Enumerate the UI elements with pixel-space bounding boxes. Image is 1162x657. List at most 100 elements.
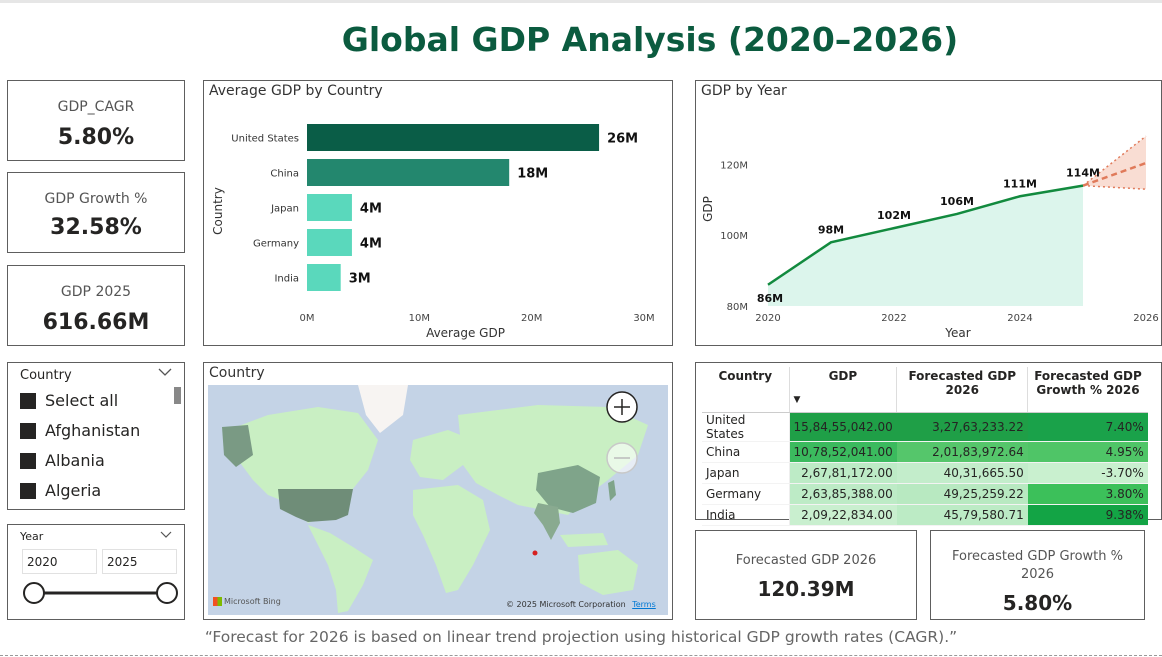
map-title: Country xyxy=(209,365,265,381)
category-label: India xyxy=(274,274,299,285)
gdp-table-card[interactable]: Country GDP ▼ Forecasted GDP 2026 Forecas… xyxy=(695,362,1162,526)
x-tick-label: 0M xyxy=(300,313,315,324)
table-cell-country: India xyxy=(702,504,790,526)
table-cell-growth: -3.70% xyxy=(1027,462,1148,484)
forecast-lower-line xyxy=(1082,184,1147,190)
kpi-card-forecast-growth[interactable]: Forecasted GDP Growth % 2026 5.80% xyxy=(930,530,1145,620)
slicer-option-label: Select all xyxy=(45,391,119,410)
table-cell-forecast: 49,25,259.22 xyxy=(896,483,1028,505)
category-label: Germany xyxy=(253,239,299,250)
checkbox[interactable] xyxy=(20,482,36,499)
chevron-down-icon[interactable] xyxy=(158,366,172,380)
checkbox[interactable] xyxy=(20,452,36,469)
table-cell-gdp: 2,09,22,834.00 xyxy=(789,504,897,526)
table-cell-gdp: 15,84,55,042.00 xyxy=(789,412,897,442)
category-label: Japan xyxy=(270,204,299,215)
table-row[interactable]: India 2,09,22,834.00 45,79,580.71 9.38% xyxy=(702,504,1148,526)
table-cell-forecast: 2,01,83,972.64 xyxy=(896,441,1028,463)
y-axis-label: GDP xyxy=(701,196,715,222)
map-land-africa xyxy=(413,485,490,593)
windows-logo-icon xyxy=(213,597,222,606)
table-cell-gdp: 2,63,85,388.00 xyxy=(789,483,897,505)
data-label: 26M xyxy=(607,132,638,147)
slicer-option-label: Albania xyxy=(45,451,105,470)
kpi-label: GDP_CAGR xyxy=(57,99,135,115)
kpi-label: GDP 2025 xyxy=(60,284,132,300)
table-cell-country: United States xyxy=(702,411,790,442)
map-country-india xyxy=(534,503,560,540)
kpi-label: Forecasted GDP Growth % 2026 xyxy=(952,549,1123,582)
map-land-asia xyxy=(458,405,648,515)
gdp-table: Country GDP ▼ Forecasted GDP 2026 Forecas… xyxy=(702,367,1148,526)
table-cell-growth: 3.80% xyxy=(1027,483,1148,505)
table-cell-gdp: 10,78,52,041.00 xyxy=(789,441,897,463)
column-header-growth[interactable]: Forecasted GDP Growth % 2026 xyxy=(1027,367,1148,413)
slicer-option[interactable]: Afghanistan xyxy=(20,421,140,440)
bar-chart: United States 26M China 18M Japan 4M Germany 4M… xyxy=(211,124,655,340)
column-header-forecast[interactable]: Forecasted GDP 2026 xyxy=(896,367,1029,413)
data-label: 3M xyxy=(349,272,371,287)
kpi-card-cagr[interactable]: GDP_CAGR 5.80% xyxy=(7,80,185,161)
year-from-input[interactable]: 2020 xyxy=(22,549,97,574)
bar xyxy=(307,229,352,256)
table-cell-growth: 7.40% xyxy=(1027,412,1148,442)
map-attribution: © 2025 Microsoft Corporation Terms xyxy=(506,600,656,609)
table-cell-forecast: 45,79,580.71 xyxy=(896,504,1028,526)
column-header-country[interactable]: Country xyxy=(702,367,790,413)
scrollbar[interactable] xyxy=(174,387,181,404)
forecast-band xyxy=(1083,136,1146,190)
kpi-value: 32.58% xyxy=(50,215,142,240)
forecast-caption: “Forecast for 2026 is based on linear tr… xyxy=(204,628,958,646)
kpi-card-gdp-2025[interactable]: GDP 2025 616.66M xyxy=(7,265,185,346)
map-land-alaska xyxy=(222,425,253,467)
slicer-option[interactable]: Albania xyxy=(20,451,105,470)
kpi-value: 120.39M xyxy=(757,577,855,601)
data-label: 4M xyxy=(360,202,382,217)
y-tick-label: 100M xyxy=(720,231,748,242)
bar-chart-card[interactable]: Average GDP by Country United States 26M C… xyxy=(203,80,673,346)
checkbox[interactable] xyxy=(20,392,36,409)
data-label: 102M xyxy=(877,209,911,222)
year-slicer[interactable]: Year 2020 2025 xyxy=(7,524,185,620)
x-tick-label: 2020 xyxy=(755,313,780,324)
checkbox[interactable] xyxy=(20,422,36,439)
kpi-label: Forecasted GDP 2026 xyxy=(735,553,877,568)
slider-handle-start xyxy=(23,582,45,604)
kpi-card-growth[interactable]: GDP Growth % 32.58% xyxy=(7,172,185,253)
world-map[interactable] xyxy=(208,385,668,615)
map-land-australia xyxy=(578,550,638,595)
year-to-input[interactable]: 2025 xyxy=(102,549,177,574)
table-cell-country: Japan xyxy=(702,462,790,484)
series-line xyxy=(767,184,1084,286)
attribution-text: © 2025 Microsoft Corporation xyxy=(506,600,626,609)
sort-down-icon[interactable]: ▼ xyxy=(793,395,801,405)
y-axis-label: Country xyxy=(211,187,225,235)
terms-link[interactable]: Terms xyxy=(632,600,656,609)
line-chart-card[interactable]: GDP by Year 86M 98M 102M 106M 111M 114M 80M 100… xyxy=(695,80,1162,346)
chart-title: Average GDP by Country xyxy=(209,83,383,99)
category-label: United States xyxy=(231,134,299,145)
bar xyxy=(307,264,341,291)
x-tick-label: 2022 xyxy=(881,313,906,324)
slicer-option[interactable]: Select all xyxy=(20,391,118,410)
chart-title: GDP by Year xyxy=(701,83,787,99)
map-country-china xyxy=(536,465,600,513)
map-country-usa xyxy=(278,489,353,522)
table-row[interactable]: Germany 2,63,85,388.00 49,25,259.22 3.80% xyxy=(702,483,1148,505)
chevron-down-icon[interactable] xyxy=(160,528,172,542)
table-row[interactable]: China 10,78,52,041.00 2,01,83,972.64 4.95% xyxy=(702,441,1148,463)
bar xyxy=(307,194,352,221)
table-row[interactable]: United States 15,84,55,042.00 3,27,63,233.… xyxy=(702,411,1148,442)
slicer-option[interactable]: Algeria xyxy=(20,481,101,500)
slicer-option-label: Algeria xyxy=(45,481,102,500)
kpi-card-forecast[interactable]: Forecasted GDP 2026 120.39M xyxy=(695,530,917,620)
map-card[interactable]: Country xyxy=(203,362,673,620)
data-label: 98M xyxy=(818,223,844,236)
kpi-value: 5.80% xyxy=(1002,591,1073,615)
table-cell-growth: 4.95% xyxy=(1027,441,1148,463)
table-row[interactable]: Japan 2,67,81,172.00 40,31,665.50 -3.70% xyxy=(702,462,1148,484)
year-range-slider[interactable] xyxy=(20,581,180,605)
table-cell-growth: 9.38% xyxy=(1027,504,1148,526)
column-header-gdp[interactable]: GDP ▼ xyxy=(789,367,898,413)
country-slicer[interactable]: Country Select all Afghanistan Albania A… xyxy=(7,362,185,510)
